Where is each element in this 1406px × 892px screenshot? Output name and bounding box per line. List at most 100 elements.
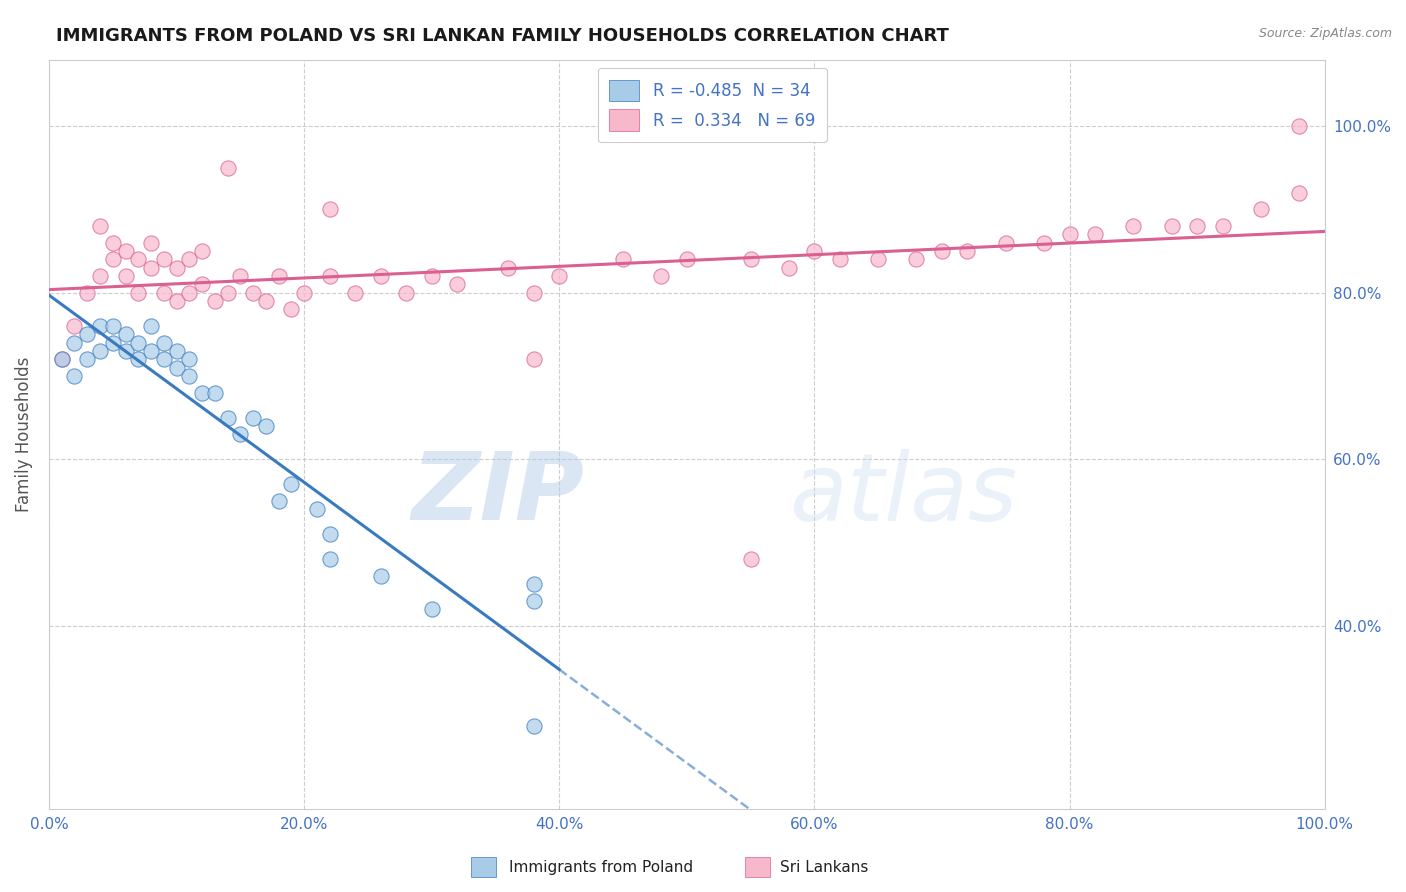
Point bbox=[217, 161, 239, 175]
Point bbox=[1059, 227, 1081, 242]
Point bbox=[344, 285, 367, 300]
Point bbox=[778, 260, 800, 275]
Point bbox=[420, 269, 443, 284]
Point bbox=[179, 252, 201, 267]
Point bbox=[254, 419, 277, 434]
Point bbox=[1185, 219, 1208, 234]
Point bbox=[152, 252, 174, 267]
Point bbox=[267, 494, 290, 508]
Point bbox=[370, 269, 392, 284]
Point bbox=[229, 269, 252, 284]
Point bbox=[280, 477, 302, 491]
Point bbox=[523, 719, 546, 733]
Point bbox=[127, 335, 149, 350]
Point bbox=[152, 285, 174, 300]
Point bbox=[1250, 202, 1272, 217]
Point bbox=[420, 602, 443, 616]
Text: atlas: atlas bbox=[789, 449, 1017, 540]
Point bbox=[166, 344, 188, 359]
Point bbox=[76, 327, 98, 342]
Point bbox=[139, 235, 162, 250]
Point bbox=[523, 285, 546, 300]
Point bbox=[523, 577, 546, 591]
Point bbox=[305, 502, 328, 516]
Point bbox=[318, 552, 340, 566]
Point bbox=[318, 202, 340, 217]
Point bbox=[101, 335, 124, 350]
Point bbox=[76, 352, 98, 367]
Y-axis label: Family Households: Family Households bbox=[15, 357, 32, 512]
Point bbox=[204, 294, 226, 309]
Point bbox=[114, 327, 136, 342]
Point bbox=[127, 352, 149, 367]
Text: Source: ZipAtlas.com: Source: ZipAtlas.com bbox=[1258, 27, 1392, 40]
Point bbox=[496, 260, 519, 275]
Point bbox=[166, 294, 188, 309]
Legend: R = -0.485  N = 34, R =  0.334   N = 69: R = -0.485 N = 34, R = 0.334 N = 69 bbox=[598, 68, 827, 143]
Point bbox=[612, 252, 634, 267]
Point bbox=[548, 269, 571, 284]
Point bbox=[191, 244, 214, 259]
Point bbox=[152, 335, 174, 350]
Point bbox=[63, 369, 86, 384]
Point bbox=[242, 285, 264, 300]
Text: ZIP: ZIP bbox=[412, 449, 585, 541]
Point bbox=[523, 352, 546, 367]
Point bbox=[63, 335, 86, 350]
Point bbox=[740, 552, 762, 566]
Point bbox=[139, 260, 162, 275]
Point bbox=[1288, 120, 1310, 134]
Point bbox=[179, 352, 201, 367]
Point bbox=[931, 244, 953, 259]
Point bbox=[127, 252, 149, 267]
Point bbox=[51, 352, 73, 367]
Text: IMMIGRANTS FROM POLAND VS SRI LANKAN FAMILY HOUSEHOLDS CORRELATION CHART: IMMIGRANTS FROM POLAND VS SRI LANKAN FAM… bbox=[56, 27, 949, 45]
Point bbox=[318, 527, 340, 541]
Point bbox=[267, 269, 290, 284]
Point bbox=[828, 252, 851, 267]
Point bbox=[191, 277, 214, 292]
Point bbox=[114, 344, 136, 359]
Point bbox=[803, 244, 825, 259]
Point bbox=[139, 319, 162, 334]
Point bbox=[292, 285, 315, 300]
Point bbox=[395, 285, 418, 300]
Point bbox=[1122, 219, 1144, 234]
Point bbox=[101, 319, 124, 334]
Point bbox=[51, 352, 73, 367]
Point bbox=[446, 277, 468, 292]
Point bbox=[139, 344, 162, 359]
Point bbox=[318, 269, 340, 284]
Point bbox=[191, 385, 214, 400]
Point bbox=[114, 269, 136, 284]
Text: Immigrants from Poland: Immigrants from Poland bbox=[509, 860, 693, 874]
Point bbox=[956, 244, 979, 259]
Point bbox=[179, 285, 201, 300]
Point bbox=[1160, 219, 1182, 234]
Point bbox=[1288, 186, 1310, 200]
Point bbox=[254, 294, 277, 309]
Point bbox=[76, 285, 98, 300]
Point bbox=[242, 410, 264, 425]
Point bbox=[114, 244, 136, 259]
Point bbox=[101, 235, 124, 250]
Point bbox=[63, 319, 86, 334]
Point bbox=[675, 252, 697, 267]
Point bbox=[217, 285, 239, 300]
Point bbox=[127, 285, 149, 300]
Point bbox=[179, 369, 201, 384]
Point bbox=[280, 302, 302, 317]
Point bbox=[905, 252, 928, 267]
Text: Sri Lankans: Sri Lankans bbox=[780, 860, 869, 874]
Point bbox=[1212, 219, 1234, 234]
Point bbox=[89, 269, 111, 284]
Point bbox=[370, 569, 392, 583]
Point bbox=[217, 410, 239, 425]
Point bbox=[166, 260, 188, 275]
Point bbox=[868, 252, 890, 267]
Point bbox=[229, 427, 252, 442]
Point bbox=[740, 252, 762, 267]
Point bbox=[1084, 227, 1107, 242]
Point bbox=[89, 344, 111, 359]
Point bbox=[166, 360, 188, 375]
